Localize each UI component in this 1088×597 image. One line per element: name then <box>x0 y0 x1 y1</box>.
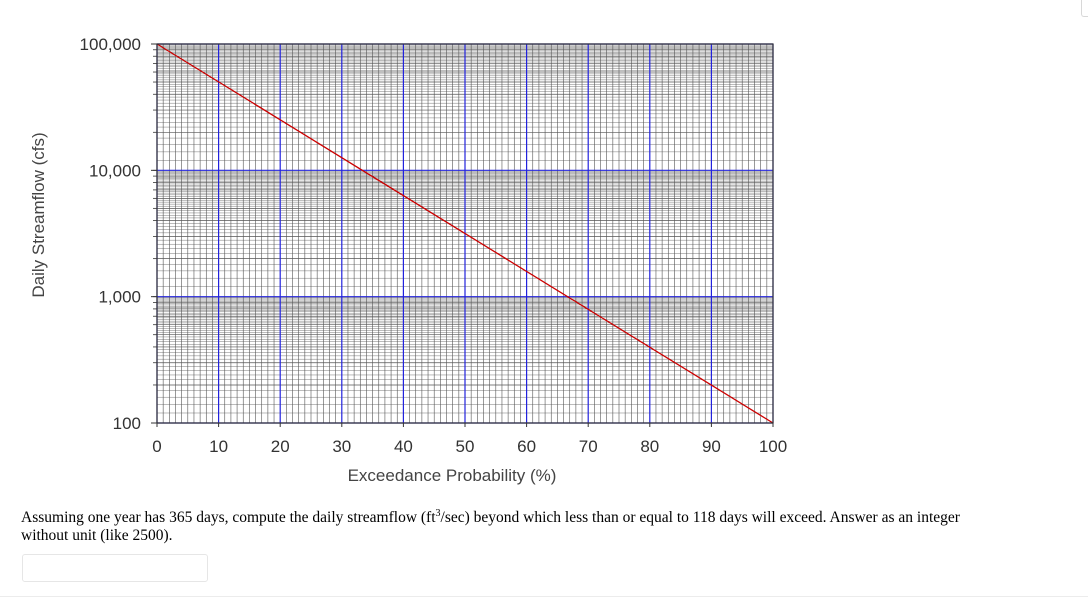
y-tick-label: 100,000 <box>80 35 141 54</box>
question-text: Assuming one year has 365 days, compute … <box>21 507 981 545</box>
x-tick-label: 20 <box>271 437 290 456</box>
x-tick-label: 30 <box>332 437 351 456</box>
x-tick-label: 70 <box>579 437 598 456</box>
y-tick-label: 100 <box>113 414 141 433</box>
answer-input[interactable] <box>22 554 208 582</box>
x-tick-label: 100 <box>759 437 787 456</box>
x-tick-label: 40 <box>394 437 413 456</box>
frame-corner <box>1081 0 1088 17</box>
data-line <box>156 43 774 424</box>
x-tick-label: 50 <box>456 437 475 456</box>
x-tick-label: 10 <box>209 437 228 456</box>
series-line-0 <box>156 43 774 424</box>
exceedance-chart: 100 1,000 10,000 100,000 0 10 20 30 40 50 60 70 80 9… <box>29 35 787 485</box>
axis-ticks <box>151 43 774 427</box>
x-tick-label: 60 <box>517 437 536 456</box>
x-tick-labels: 0 10 20 30 40 50 60 70 80 90 100 <box>152 437 787 456</box>
y-tick-labels: 100 1,000 10,000 100,000 <box>80 35 141 433</box>
x-tick-label: 90 <box>702 437 721 456</box>
question-prefix: Assuming one year has 365 days, compute … <box>21 509 436 526</box>
y-tick-label: 1,000 <box>98 288 141 307</box>
y-tick-label: 10,000 <box>89 161 141 180</box>
x-axis-title: Exceedance Probability (%) <box>348 466 557 485</box>
grid <box>156 43 774 424</box>
question-superscript: 3 <box>435 507 441 519</box>
x-tick-label: 80 <box>640 437 659 456</box>
question-suffix: /sec) beyond which less than or equal to… <box>21 509 960 544</box>
y-axis-title: Daily Streamflow (cfs) <box>29 132 48 297</box>
plot-frame <box>156 43 774 424</box>
x-tick-label: 0 <box>152 437 161 456</box>
